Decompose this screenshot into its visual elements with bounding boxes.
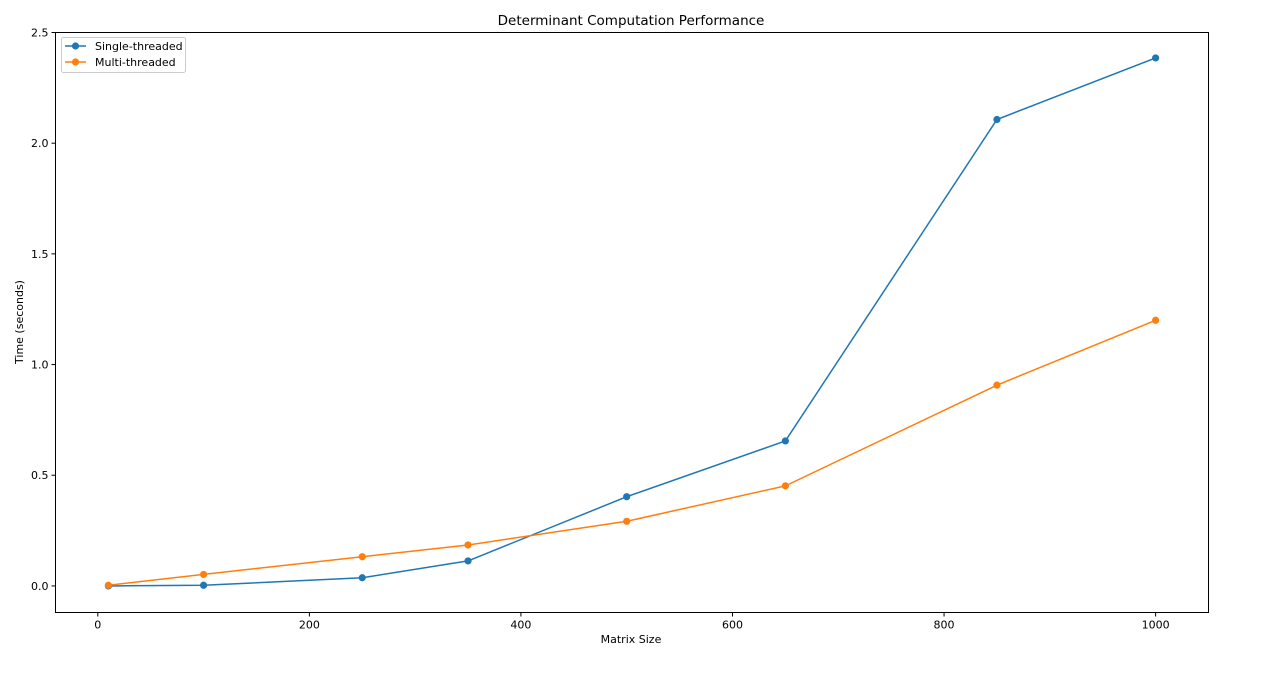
legend-label-single-threaded: Single-threaded — [95, 40, 183, 53]
y-tick-label: 2.5 — [31, 27, 49, 40]
data-point-multi-threaded — [104, 581, 112, 589]
x-axis-label: Matrix Size — [601, 633, 662, 646]
data-point-single-threaded — [623, 493, 631, 501]
series-layer — [104, 54, 1160, 590]
x-tick-label: 0 — [94, 619, 101, 632]
data-point-multi-threaded — [199, 570, 208, 579]
series-line-single-threaded — [108, 57, 1156, 587]
legend-dot-single-threaded — [71, 42, 80, 50]
data-point-multi-threaded — [993, 381, 1001, 389]
data-point-multi-threaded — [623, 517, 631, 525]
x-tick-label: 800 — [934, 619, 955, 632]
x-tick-label: 400 — [510, 619, 531, 632]
x-axis: 0 200 400 600 800 1000 — [94, 612, 1170, 632]
data-point-single-threaded — [464, 557, 472, 565]
y-tick-label: 2.0 — [31, 137, 49, 150]
data-point-single-threaded — [781, 437, 789, 445]
legend: Single-threaded Multi-threaded — [61, 37, 186, 73]
data-point-multi-threaded — [781, 482, 789, 490]
data-point-single-threaded — [358, 574, 366, 582]
data-point-multi-threaded — [464, 541, 472, 549]
data-point-single-threaded — [199, 581, 208, 589]
chart-title: Determinant Computation Performance — [498, 13, 765, 29]
x-tick-label: 200 — [299, 619, 320, 632]
y-tick-label: 0.0 — [31, 580, 49, 593]
data-point-multi-threaded — [358, 553, 366, 561]
data-point-single-threaded — [1152, 54, 1160, 62]
plot-area-frame — [55, 32, 1209, 613]
data-point-single-threaded — [993, 115, 1001, 124]
legend-label-multi-threaded: Multi-threaded — [95, 56, 176, 69]
series-line-multi-threaded — [108, 319, 1156, 587]
y-tick-label: 0.5 — [31, 469, 49, 482]
data-point-multi-threaded — [1152, 316, 1160, 324]
legend-dot-multi-threaded — [71, 58, 80, 66]
legend-box — [61, 37, 186, 73]
y-axis: 0.0 0.5 1.0 1.5 2.0 2.5 — [31, 27, 56, 593]
y-axis-label: Time (seconds) — [13, 280, 26, 365]
x-tick-label: 600 — [722, 619, 743, 632]
x-tick-label: 1000 — [1142, 619, 1170, 632]
y-tick-label: 1.5 — [31, 248, 49, 261]
y-tick-label: 1.0 — [31, 359, 49, 372]
